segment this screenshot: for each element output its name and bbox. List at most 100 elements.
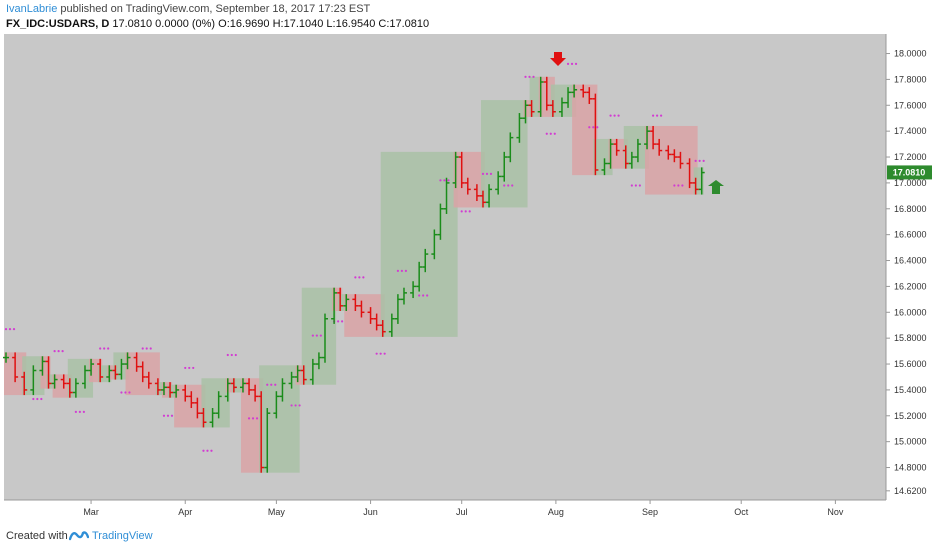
author-link[interactable]: IvanLabrie	[6, 3, 58, 15]
marker-dot	[251, 417, 255, 420]
marker-dot	[78, 410, 81, 414]
marker-dot	[592, 126, 595, 129]
marker-dot	[460, 210, 463, 213]
marker-dot	[545, 132, 548, 135]
marker-dot	[468, 210, 471, 213]
zone-up-box	[338, 294, 349, 311]
marker-dot	[319, 334, 322, 337]
marker-dot	[383, 352, 386, 355]
y-tick-label: 17.8000	[894, 74, 927, 84]
zone-up-box	[693, 167, 704, 195]
marker-dot	[57, 349, 60, 353]
zone-down-box	[453, 151, 485, 208]
marker-dot	[82, 410, 85, 414]
zone-up-box	[46, 374, 57, 389]
marker-dot	[145, 347, 148, 350]
y-tick-label: 18.0000	[894, 49, 927, 59]
tradingview-brand-link[interactable]: TradingView	[92, 530, 153, 542]
marker-dot	[481, 172, 485, 175]
marker-dot	[358, 276, 361, 279]
y-tick-label: 15.6000	[894, 359, 927, 369]
marker-dot	[99, 347, 102, 350]
zone-up-box	[301, 287, 337, 385]
zone-up-box	[155, 382, 166, 396]
marker-dot	[290, 404, 293, 407]
marker-dot	[192, 366, 195, 370]
zone-down-box	[107, 365, 118, 380]
marker-dot	[617, 114, 620, 117]
tradingview-logo-icon[interactable]	[69, 528, 89, 542]
marker-dot	[247, 417, 251, 420]
published-text: published on TradingView.com, September …	[57, 3, 371, 15]
marker-dot	[354, 276, 357, 279]
y-tick-label: 14.8000	[894, 463, 927, 473]
marker-dot	[528, 75, 531, 78]
marker-dot	[166, 414, 170, 417]
x-tick-label: Jun	[363, 507, 378, 517]
zone-down-box	[240, 378, 264, 473]
y-tick-label: 16.2000	[894, 281, 927, 291]
zone-up-box	[259, 365, 300, 473]
marker-dot	[660, 114, 663, 117]
chart-area[interactable]: 18.0000 17.8000 17.6000 17.4000 17.2000 17.00…	[0, 34, 932, 520]
marker-dot	[12, 328, 16, 331]
marker-dot	[418, 294, 421, 297]
marker-dot	[630, 184, 633, 187]
marker-dot	[596, 126, 599, 129]
zone-down-box	[572, 84, 598, 176]
symbol-quote-line: FX_IDC:USDARS, D 17.0810 0.0000 (0%) O:1…	[6, 18, 429, 30]
marker-dot	[524, 75, 527, 78]
marker-dot	[532, 75, 535, 78]
marker-dot	[341, 320, 344, 323]
marker-dot	[226, 353, 229, 357]
y-tick-label: 14.6200	[894, 486, 927, 496]
marker-dot	[255, 417, 259, 420]
marker-dot	[128, 391, 131, 394]
price-chart[interactable]: 18.0000 17.8000 17.6000 17.4000 17.2000 17.00…	[0, 34, 932, 520]
marker-dot	[400, 269, 404, 272]
zone-down-box	[332, 287, 343, 311]
x-tick-label: Jul	[456, 507, 468, 517]
marker-dot	[656, 114, 659, 117]
marker-dot	[188, 366, 191, 370]
marker-dot	[103, 347, 106, 350]
marker-dot	[566, 62, 570, 65]
marker-dot	[141, 347, 144, 350]
footer: Created with TradingView	[0, 522, 932, 550]
marker-dot	[170, 414, 174, 417]
price-axis: 18.0000 17.8000 17.6000 17.4000 17.2000 17.00…	[886, 49, 927, 496]
zone-up-box	[593, 138, 613, 176]
marker-dot	[362, 276, 365, 279]
last-price-label: 17.0810	[893, 167, 926, 177]
marker-dot	[485, 172, 489, 175]
marker-dot	[574, 62, 578, 65]
price-axis-background	[886, 34, 932, 500]
zone-down-box	[523, 100, 534, 117]
y-tick-label: 15.0000	[894, 437, 927, 447]
y-tick-label: 16.4000	[894, 256, 927, 266]
marker-dot	[274, 383, 277, 386]
marker-dot	[230, 353, 233, 357]
zone-up-box	[201, 378, 230, 428]
marker-dot	[511, 184, 514, 187]
marker-dot	[4, 328, 8, 331]
x-tick-label: Mar	[83, 507, 99, 517]
zone-down-box	[344, 294, 385, 337]
created-with-label: Created with	[6, 530, 68, 542]
marker-dot	[53, 349, 56, 353]
dots-layer	[4, 62, 705, 452]
x-tick-label: Oct	[734, 507, 749, 517]
ohlc-quote: 17.0810 0.0000 (0%) O:16.9690 H:17.1040 …	[109, 18, 430, 30]
marker-dot	[40, 397, 43, 401]
last-price-badge: 17.0810	[887, 165, 932, 180]
x-tick-label: May	[268, 507, 286, 517]
y-tick-label: 17.0000	[894, 178, 927, 188]
zone-up-box	[168, 384, 179, 398]
zone-down-box	[161, 382, 173, 398]
marker-dot	[149, 347, 152, 350]
marker-dot	[266, 383, 269, 386]
marker-dot	[404, 269, 408, 272]
y-tick-label: 15.2000	[894, 411, 927, 421]
marker-dot	[507, 184, 510, 187]
marker-dot	[379, 352, 382, 355]
